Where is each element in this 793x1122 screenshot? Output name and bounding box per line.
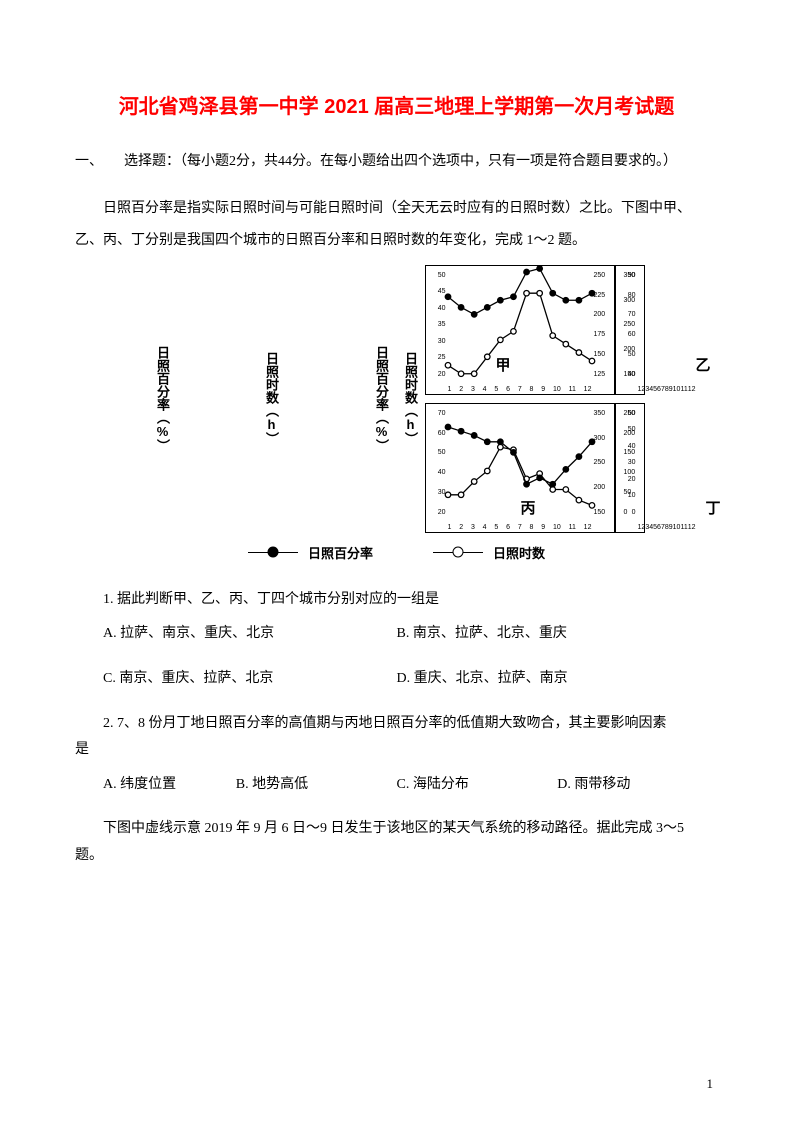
legend-item-pct: 日照百分率 [248,543,373,562]
q1-stem: 1. 据此判断甲、乙、丙、丁四个城市分别对应的一组是 [75,587,718,614]
q1-opt-c: C. 南京、重庆、拉萨、北京 [75,666,397,693]
q1-opt-b: B. 南京、拉萨、北京、重庆 [397,621,719,648]
y-right-label: 日照时数（h） [177,265,367,533]
section-1-heading: 一、 选择题：（每小题2分，共44分。在每小题给出四个选项中，只有一项是符合题目… [75,149,718,176]
q2-opt-c: C. 海陆分布 [397,772,558,799]
y-left-label-2: 日照百分率（%） [367,265,397,533]
charts-grid: 日照百分率（%） 20253035404550 1251501752002252… [149,265,645,533]
panel-label-bing: 丙 [521,497,536,518]
intro-para-2: 乙、丙、丁分别是我国四个城市的日照百分率和日照时数的年变化，完成 1～2 题。 [75,228,718,255]
intro-3b: 题。 [75,843,718,870]
legend-item-hours: 日照时数 [433,543,545,562]
chart-jia: 20253035404550 125150175200225250 123456… [425,265,615,395]
page-title: 河北省鸡泽县第一中学 2021 届高三地理上学期第一次月考试题 [75,90,718,119]
intro-3a: 下图中虚线示意 2019 年 9 月 6 日～9 日发生于该地区的某天气系统的移… [75,816,718,843]
panel-label-yi: 乙 [696,354,711,375]
q2-opt-b: B. 地势高低 [236,772,397,799]
chart-legend: 日照百分率 日照时数 [75,543,718,562]
chart-yi: 405060708090 150200250300350 12345678910… [615,265,645,395]
open-dot-icon [453,547,464,558]
q2-stem: 2. 7、8 份月丁地日照百分率的高值期与丙地日照百分率的低值期大致吻合，其主要… [75,711,718,738]
legend-label-pct: 日照百分率 [308,543,373,562]
y-right-label-2: 日照时数（h） [397,265,425,533]
q2-opt-a: A. 纬度位置 [75,772,236,799]
panel-label-jia: 甲 [496,354,511,375]
chart-bing: 203040506070 150200250300350 12345678910… [425,403,615,533]
page-number: 1 [707,1076,714,1092]
panel-label-ding: 丁 [706,497,721,518]
intro-para-1: 日照百分率是指实际日照时间与可能日照时间（全天无云时应有的日照时数）之比。下图中… [75,196,718,223]
q2-opt-d: D. 雨带移动 [557,772,718,799]
y-left-label: 日照百分率（%） [149,265,177,533]
q1-opt-a: A. 拉萨、南京、重庆、北京 [75,621,397,648]
filled-dot-icon [267,547,278,558]
legend-label-hours: 日照时数 [493,543,545,562]
q1-opt-d: D. 重庆、北京、拉萨、南京 [397,666,719,693]
q2-stem-b: 是 [75,737,718,764]
chart-ding: 0102030405060 050100150200250 1234567891… [615,403,645,533]
